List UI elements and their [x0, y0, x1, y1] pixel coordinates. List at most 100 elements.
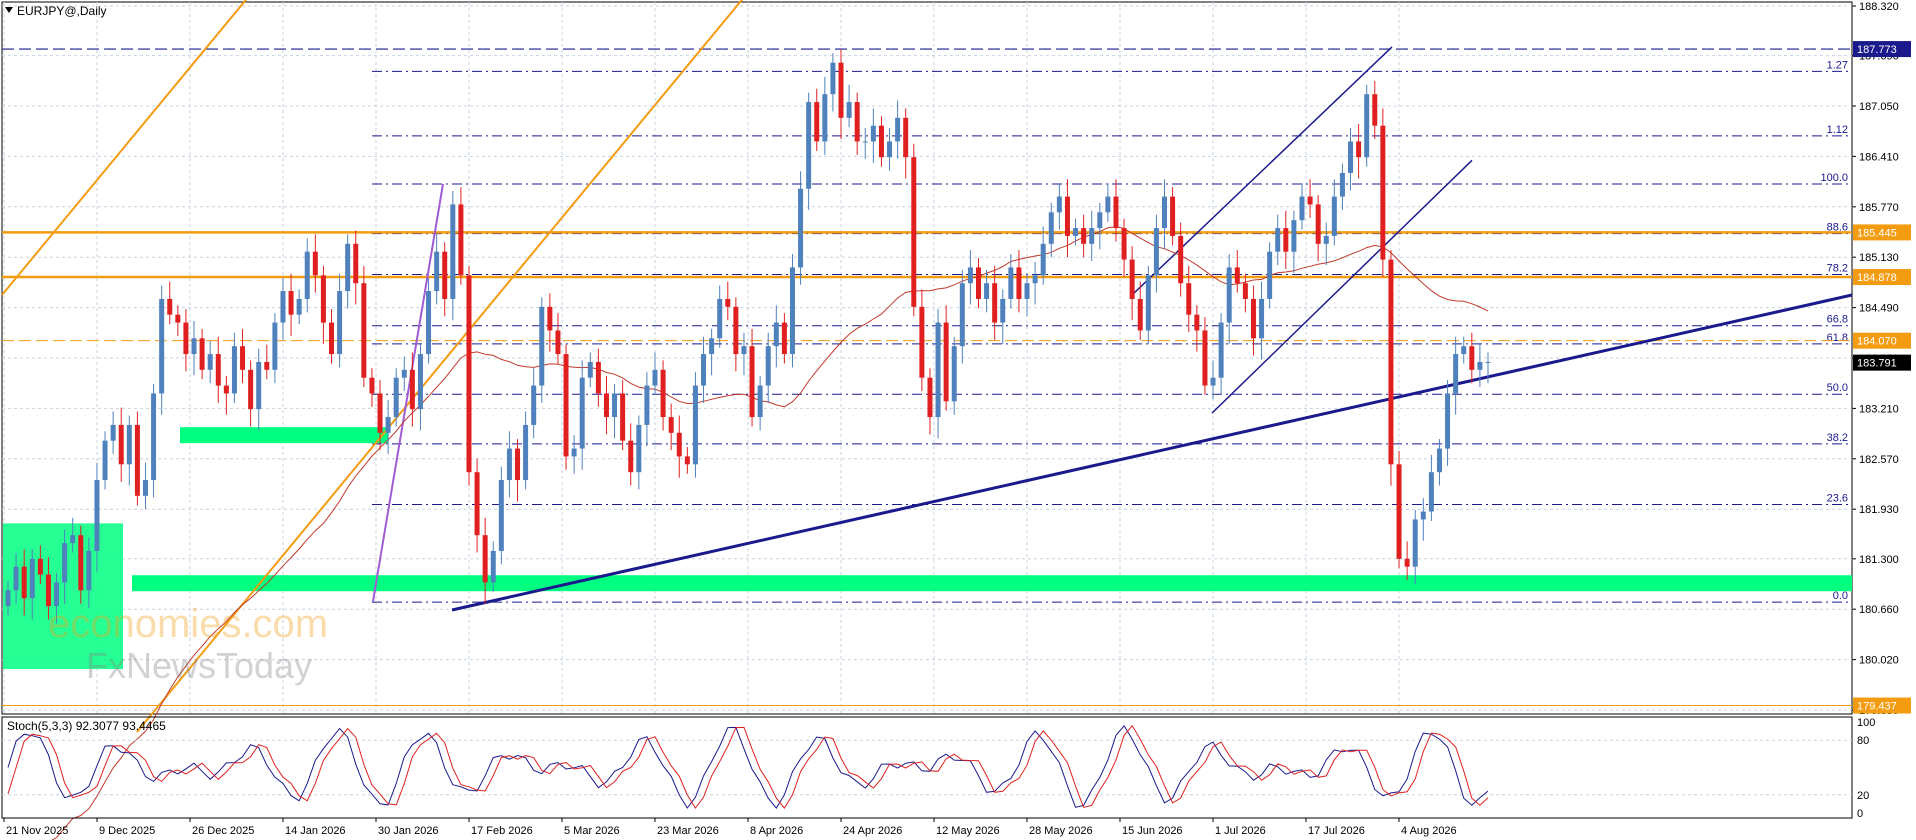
candle [126, 415, 132, 486]
candle [878, 116, 884, 167]
fib-level-label: 50.0 [1827, 382, 1848, 394]
candle-body [1323, 235, 1329, 244]
candle [110, 411, 116, 455]
fib-level-label: 38.2 [1827, 432, 1848, 444]
candle [1445, 380, 1451, 466]
date-tick-label: 28 May 2026 [1029, 825, 1093, 837]
candle-body [1339, 172, 1345, 197]
candle-body [458, 204, 464, 276]
candle [765, 332, 771, 403]
candle-body [37, 558, 43, 575]
candle-body [854, 102, 860, 142]
candle-body [175, 314, 181, 323]
candle [1194, 305, 1200, 352]
candle [369, 368, 375, 407]
candle [1016, 250, 1022, 313]
candle-body [838, 62, 844, 118]
candle [959, 269, 965, 364]
candle [159, 285, 165, 415]
price-tag-label: 184.070 [1857, 336, 1897, 348]
candle [1291, 210, 1297, 273]
price-axis[interactable]: 188.320187.690187.050186.410185.770185.1… [1852, 1, 1911, 717]
stochastic-panel[interactable]: Stoch(5,3,3) 92.3077 93.4465 100 80 20 0 [1, 716, 1875, 820]
watermark-line1: economies.com [48, 602, 328, 646]
candle [142, 462, 148, 510]
candle-body [1412, 519, 1418, 567]
candle-body [5, 590, 11, 607]
candle [587, 352, 593, 388]
candle-body [725, 298, 731, 307]
candle-body [142, 480, 148, 496]
candle [660, 360, 666, 431]
candle-body [1291, 220, 1297, 252]
price-tag-bg [1853, 697, 1911, 714]
candle [1323, 222, 1329, 266]
candle [199, 328, 205, 380]
candle-body [1089, 228, 1095, 244]
candle-body [1267, 251, 1273, 299]
stochastic-label: Stoch(5,3,3) 92.3077 93.4465 [7, 719, 166, 733]
candle [377, 380, 383, 451]
candle [1477, 344, 1483, 388]
candle [1461, 336, 1467, 364]
price-tag-label: 185.445 [1857, 227, 1897, 239]
price-tag-label: 179.437 [1857, 701, 1897, 713]
candle [175, 305, 181, 336]
candle [975, 257, 981, 309]
candle [240, 328, 246, 384]
candle [595, 348, 601, 407]
candle-body [1024, 283, 1030, 299]
candle-body [1178, 235, 1184, 284]
candle-body [887, 141, 893, 158]
candle-body [1485, 361, 1491, 363]
price-tag-level-184070: 184.070 [1853, 332, 1911, 349]
candle-body [312, 251, 318, 276]
candle-body [1121, 228, 1127, 260]
candle [506, 431, 512, 498]
candle-body [1396, 464, 1402, 559]
candle-body [1073, 228, 1079, 236]
candle [1299, 183, 1305, 230]
candle-body [1186, 283, 1192, 315]
candle-body [757, 385, 763, 418]
price-tick-label: 184.490 [1859, 303, 1899, 315]
candle-body [506, 448, 512, 481]
candle [1210, 360, 1216, 399]
stochastic-lines [7, 724, 1489, 809]
candle-body [1404, 558, 1410, 567]
candle-body [102, 440, 108, 481]
horizontal-levels[interactable] [2, 48, 1852, 707]
stochastic-axis-ticks: 100 80 20 0 [1857, 717, 1875, 820]
candle [320, 265, 326, 344]
candle [1113, 179, 1119, 242]
candle [1412, 509, 1418, 585]
candle-body [240, 346, 246, 370]
candle [393, 368, 399, 427]
candle-body [110, 424, 116, 441]
candle [248, 360, 254, 427]
trendlines[interactable] [1, 0, 1853, 733]
candle-body [1153, 228, 1159, 276]
candle-body [498, 480, 504, 551]
candle-body [1056, 196, 1062, 213]
candle [612, 383, 618, 439]
candle-body [951, 346, 957, 402]
candle-body [199, 338, 205, 370]
candle-body [579, 377, 585, 449]
candle [312, 234, 318, 293]
fib-anchor-line [372, 183, 444, 602]
title-dropdown-icon[interactable] [5, 7, 13, 13]
candle-body [620, 393, 626, 441]
candle-body [280, 291, 286, 323]
candle-body [975, 267, 981, 299]
candle-body [789, 267, 795, 355]
price-panel[interactable]: 1.27 1.12 100.0 88.6 78.2 66.8 61.8 50.0 38.2 23.… [1, 0, 1853, 840]
candle [78, 525, 84, 604]
candle [603, 376, 609, 435]
candle [951, 336, 957, 415]
candle-body [992, 283, 998, 323]
candle-body [328, 322, 334, 355]
candle-body [86, 550, 92, 591]
candle [1048, 202, 1054, 258]
